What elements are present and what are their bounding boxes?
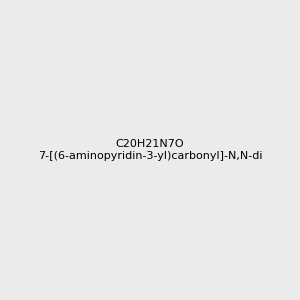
Text: C20H21N7O
7-[(6-aminopyridin-3-yl)carbonyl]-N,N-di: C20H21N7O 7-[(6-aminopyridin-3-yl)carbon… bbox=[38, 139, 262, 161]
